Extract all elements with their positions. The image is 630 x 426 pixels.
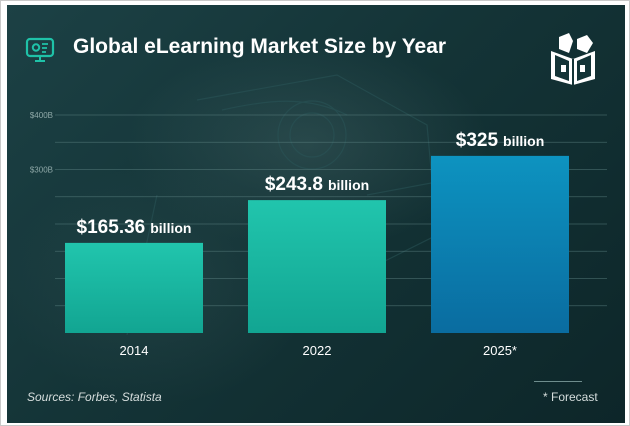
sources-note: Sources: Forbes, Statista: [27, 390, 162, 404]
data-label-1: $243.8 billion: [265, 174, 369, 195]
x-tick-label-2: 2025*: [483, 343, 517, 358]
y-tick-label: $300B: [30, 166, 53, 175]
data-label-2: $325 billion: [456, 130, 545, 151]
data-label-0: $165.36 billion: [77, 217, 192, 238]
bar-1: [248, 200, 386, 333]
forecast-note: * Forecast: [543, 390, 598, 404]
bar-chart: $400B $300B $165.36 billion 2014 $243.8 billio…: [30, 111, 607, 358]
forecast-divider: [534, 381, 582, 382]
open-book-building-icon: [551, 33, 595, 85]
x-tick-label-0: 2014: [120, 343, 149, 358]
monitor-chart-icon: [25, 37, 55, 62]
y-tick-label: $400B: [30, 111, 53, 120]
chart-title: Global eLearning Market Size by Year: [73, 35, 447, 58]
bar-2: [431, 155, 569, 333]
infographic-card: Global eLearning Market Size by Year $40…: [7, 5, 625, 423]
bar-0: [65, 242, 203, 333]
x-tick-label-1: 2022: [303, 343, 332, 358]
